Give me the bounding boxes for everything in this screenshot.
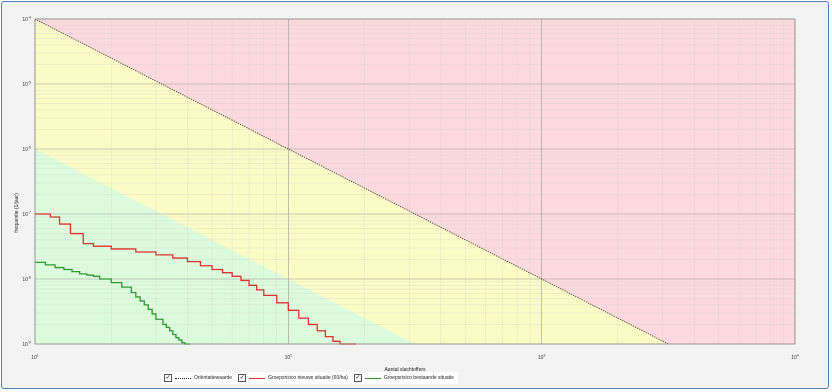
legend-label-orientatiewaarde: Oriëntatiewaarde — [194, 375, 233, 381]
chart-legend: ✓ Oriëntatiewaarde ✓ Groepsrisico nieuwe… — [160, 372, 458, 384]
y-tick-label: 10-5 — [22, 81, 31, 89]
legend-checkbox-orientatiewaarde[interactable]: ✓ — [164, 374, 172, 382]
y-tick-label: 10-7 — [22, 211, 31, 219]
bestaande-situatie-line — [35, 261, 191, 345]
y-tick-label: 10-4 — [22, 16, 31, 24]
y-tick-label: 10-8 — [22, 276, 31, 284]
x-tick-label: 102 — [285, 354, 293, 362]
x-tick-label: 101 — [31, 354, 39, 362]
zone-green — [35, 149, 415, 344]
nieuwe-situatie-line — [35, 213, 357, 345]
y-tick-label: 10-6 — [22, 146, 31, 154]
y-axis-label: frequentie (1/jaar) — [14, 193, 20, 233]
x-axis-label: Aantal slachtoffers — [384, 367, 426, 373]
legend-checkbox-nieuwe-situatie[interactable]: ✓ — [238, 374, 247, 382]
x-tick-label: 104 — [791, 354, 799, 362]
legend-label-bestaande-situatie: Groepsrisico bestaande situatie — [383, 375, 454, 381]
green-line-swatch-icon — [364, 377, 381, 379]
y-tick-label: 10-9 — [22, 341, 31, 349]
orientatiewaarde-line — [34, 18, 669, 345]
plot-area-border — [34, 18, 796, 345]
dotted-line-swatch-icon — [175, 377, 191, 379]
legend-item-nieuwe-situatie[interactable]: ✓ Groepsrisico nieuwe situatie (60/ha) — [238, 374, 348, 382]
x-tick-label: 103 — [538, 354, 546, 362]
legend-item-orientatiewaarde[interactable]: ✓ Oriëntatiewaarde — [164, 374, 232, 382]
legend-label-nieuwe-situatie: Groepsrisico nieuwe situatie (60/ha) — [268, 375, 348, 381]
legend-checkbox-bestaande-situatie[interactable]: ✓ — [353, 374, 362, 382]
red-line-swatch-icon — [249, 377, 266, 379]
legend-item-bestaande-situatie[interactable]: ✓ Groepsrisico bestaande situatie — [353, 374, 454, 382]
